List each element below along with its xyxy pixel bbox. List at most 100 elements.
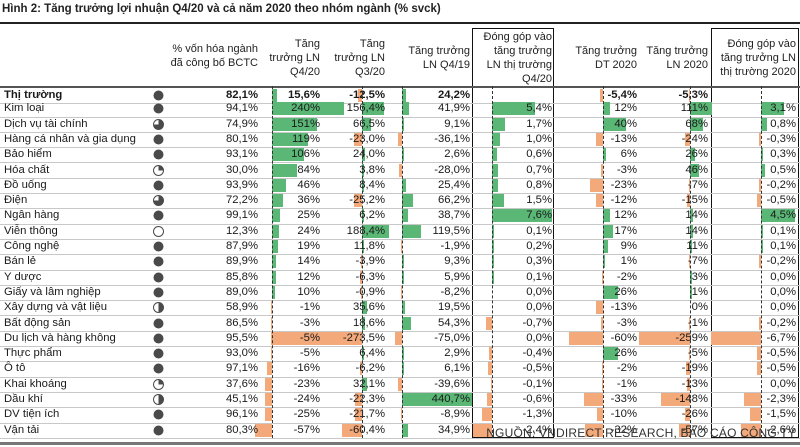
dt-bar bbox=[601, 163, 603, 177]
ln-bar bbox=[688, 347, 690, 361]
header-line: Tăng trưởng bbox=[408, 45, 470, 57]
c420-value: -0,1% bbox=[522, 377, 552, 390]
q419-bar bbox=[398, 377, 402, 391]
c20-bar bbox=[761, 209, 795, 223]
q420-value: 24% bbox=[297, 224, 320, 237]
harvey-ball-icon bbox=[153, 134, 164, 145]
q420-bar bbox=[272, 117, 318, 131]
q320-value: 24,0% bbox=[352, 148, 385, 161]
q420-value: -25% bbox=[293, 408, 320, 421]
q419-value: -75,0% bbox=[434, 331, 470, 344]
q320-bar bbox=[362, 117, 372, 131]
q320-bar bbox=[359, 362, 362, 376]
q320-value: 3,8% bbox=[359, 163, 385, 176]
header-cap-share: % vốn hóa ngành đã công bố BCTC bbox=[171, 42, 258, 70]
q320-bar bbox=[360, 255, 362, 269]
q320-value: -3,9% bbox=[355, 255, 385, 268]
q320-value: -6,3% bbox=[355, 270, 385, 283]
sector-name: Dầu khí bbox=[4, 393, 43, 405]
q419-bar bbox=[402, 301, 406, 315]
q420-bar bbox=[272, 148, 304, 162]
q420-value: -16% bbox=[293, 362, 320, 375]
dt-bar bbox=[603, 285, 618, 299]
harvey-ball-icon bbox=[153, 241, 164, 252]
c20-bar bbox=[759, 316, 761, 330]
ln-bar bbox=[638, 331, 690, 345]
c420-value: -0,6% bbox=[522, 393, 552, 405]
dt-bar bbox=[597, 408, 603, 422]
harvey-ball-icon bbox=[153, 333, 164, 344]
q320-bar bbox=[360, 285, 362, 299]
c20-value: 4,5% bbox=[770, 209, 796, 222]
table-row: Vận tải 80,3% -57% -60,4% 34,9% -2,4% -32% -57%… bbox=[0, 423, 800, 439]
c20-value: 0,0% bbox=[770, 285, 796, 298]
header-line: Q4/20 bbox=[522, 73, 552, 85]
q320-value: -6,2% bbox=[355, 362, 385, 375]
dt-value: -3% bbox=[616, 163, 637, 176]
q420-bar bbox=[267, 362, 272, 376]
c420-value: 0,7% bbox=[526, 163, 552, 176]
q419-bar bbox=[400, 240, 402, 253]
ln-bar bbox=[690, 117, 704, 131]
c20-bar bbox=[757, 194, 761, 208]
q420-value: -23% bbox=[293, 377, 320, 390]
q320-bar bbox=[362, 102, 385, 116]
c420-bar bbox=[492, 132, 500, 146]
c420-value: -0,5% bbox=[522, 362, 552, 375]
dt-value: -5,4% bbox=[607, 89, 637, 101]
dt-bar bbox=[601, 377, 603, 391]
ln-value: 111% bbox=[680, 102, 708, 115]
q320-value: -12,5% bbox=[349, 89, 385, 101]
cap-value: 94,1% bbox=[225, 102, 258, 115]
table-row: Viễn thông 12,3% 24% 188,4% 119,5% 0,1% 17% 14%… bbox=[0, 224, 800, 240]
dt-value: -33% bbox=[610, 393, 637, 405]
q419-bar bbox=[402, 209, 409, 223]
c420-value: 1,0% bbox=[526, 132, 552, 145]
dt-value: -13% bbox=[610, 301, 637, 314]
ln-value: 68% bbox=[685, 117, 708, 130]
c20-value: -1,5% bbox=[766, 408, 796, 421]
sector-name: Xây dựng và vật liệu bbox=[4, 301, 108, 314]
harvey-ball-icon bbox=[153, 90, 164, 101]
ln-value: 3% bbox=[691, 270, 708, 283]
c420-bar bbox=[490, 377, 492, 391]
q320-value: -0,9% bbox=[355, 285, 385, 298]
q320-axis bbox=[362, 86, 363, 438]
c420-axis bbox=[492, 86, 493, 438]
q420-bar bbox=[272, 255, 277, 269]
harvey-ball-icon bbox=[153, 210, 164, 221]
ln-value: -5% bbox=[687, 347, 708, 360]
sector-name: Ngân hàng bbox=[4, 209, 60, 222]
q419-bar bbox=[402, 393, 473, 406]
dt-bar bbox=[603, 102, 610, 116]
ln-value: -57% bbox=[681, 423, 708, 436]
header-line: Q3/20 bbox=[355, 66, 385, 78]
source-note: NGUỒN: VNDIRECT RESEARCH, BÁO CÁO CÔNG T… bbox=[486, 426, 796, 440]
c20-bar bbox=[743, 393, 761, 406]
harvey-ball-icon bbox=[153, 287, 164, 298]
c420-bar bbox=[492, 209, 552, 223]
c20-value: 0,0% bbox=[770, 301, 796, 314]
dt-value: 12% bbox=[614, 209, 637, 222]
q320-bar bbox=[357, 89, 362, 102]
ln-value: 11% bbox=[686, 240, 708, 252]
harvey-ball-icon bbox=[153, 318, 164, 329]
table-row: Kim loại 94,1% 240% 156,4% 41,9% 5,4% 12% 111% 3… bbox=[0, 101, 800, 118]
c420-bar bbox=[492, 194, 504, 208]
q420-value: -1% bbox=[299, 301, 320, 314]
q419-bar bbox=[394, 331, 402, 345]
c420-value: 0,1% bbox=[526, 224, 552, 237]
q420-value: 12% bbox=[297, 270, 320, 283]
c420-bar bbox=[472, 423, 492, 437]
q320-bar bbox=[354, 408, 362, 422]
ln-value: -7% bbox=[687, 178, 708, 191]
q419-value: -28,0% bbox=[434, 163, 470, 176]
dt-value: 12% bbox=[614, 102, 637, 115]
dt-value: -3% bbox=[616, 316, 637, 329]
q419-value: 9,1% bbox=[444, 117, 470, 130]
c420-value: 0,1% bbox=[526, 270, 552, 283]
harvey-ball-icon bbox=[153, 149, 164, 160]
q320-value: 6,4% bbox=[359, 347, 385, 360]
ln-bar bbox=[687, 377, 690, 391]
q420-bar bbox=[272, 178, 286, 192]
